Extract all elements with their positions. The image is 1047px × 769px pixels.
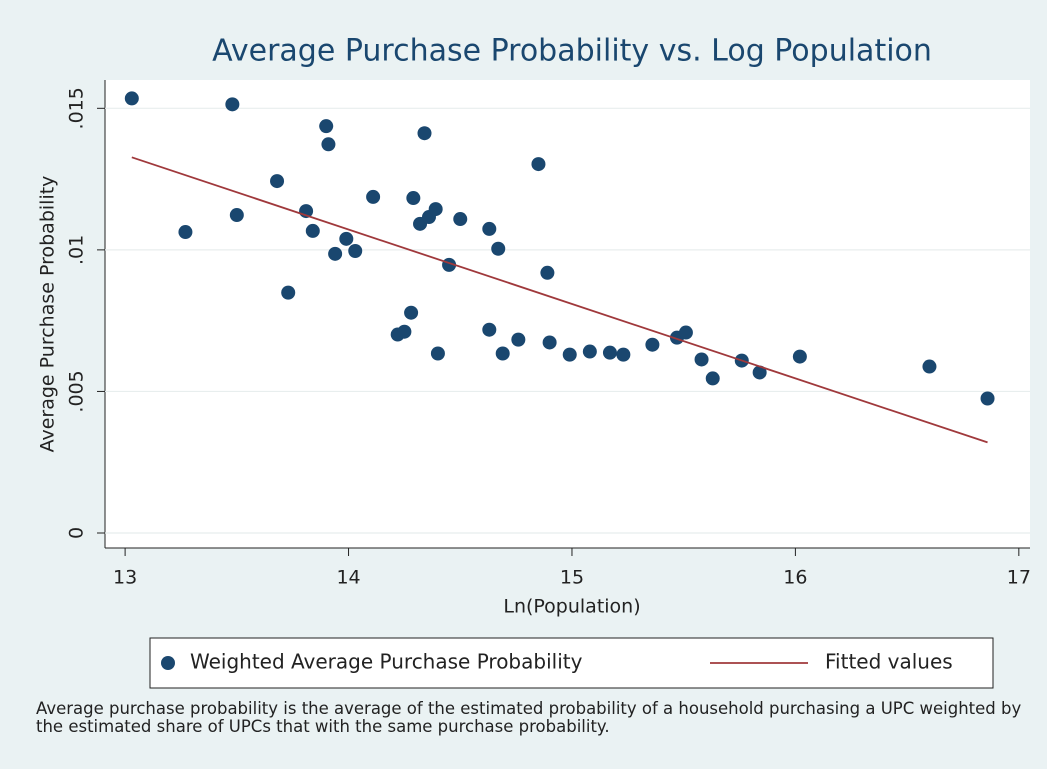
chart-title: Average Purchase Probability vs. Log Pop… bbox=[212, 34, 932, 69]
legend-label: Weighted Average Purchase Probability bbox=[190, 650, 583, 674]
legend-marker bbox=[161, 656, 175, 670]
scatter-point bbox=[406, 191, 421, 206]
scatter-point bbox=[229, 208, 244, 223]
scatter-point bbox=[321, 137, 336, 152]
x-tick-label: 15 bbox=[560, 567, 584, 589]
scatter-point bbox=[124, 91, 139, 106]
scatter-point bbox=[482, 322, 497, 337]
scatter-point bbox=[305, 223, 320, 238]
scatter-point bbox=[792, 349, 807, 364]
x-tick-label: 14 bbox=[336, 567, 360, 589]
scatter-point bbox=[328, 246, 343, 261]
scatter-point bbox=[178, 225, 193, 240]
scatter-point bbox=[694, 352, 709, 367]
y-tick-label: .015 bbox=[66, 87, 88, 129]
scatter-point bbox=[542, 335, 557, 350]
scatter-point bbox=[922, 359, 937, 374]
scatter-point bbox=[430, 346, 445, 361]
y-tick-label: 0 bbox=[66, 527, 88, 539]
scatter-point bbox=[602, 345, 617, 360]
note: Average purchase probability is the aver… bbox=[36, 699, 1022, 736]
scatter-point bbox=[645, 337, 660, 352]
fit-line bbox=[131, 156, 988, 444]
scatter-point bbox=[270, 174, 285, 189]
scatter-point bbox=[616, 347, 631, 362]
scatter-point bbox=[980, 391, 995, 406]
x-tick-label: 17 bbox=[1007, 567, 1031, 589]
x-tick-label: 13 bbox=[113, 567, 137, 589]
scatter-point bbox=[678, 325, 693, 340]
scatter-point bbox=[495, 346, 510, 361]
scatter-point bbox=[339, 231, 354, 246]
scatter-point bbox=[428, 202, 443, 217]
y-tick-label: .01 bbox=[66, 235, 88, 265]
scatter-point bbox=[705, 371, 720, 386]
x-axis-label: Ln(Population) bbox=[503, 596, 640, 618]
scatter-point bbox=[562, 347, 577, 362]
scatter-point bbox=[225, 97, 240, 112]
scatter-point bbox=[397, 324, 412, 339]
scatter-point bbox=[531, 157, 546, 172]
scatter-point bbox=[491, 241, 506, 256]
scatter-point bbox=[540, 265, 555, 280]
scatter-point bbox=[453, 212, 468, 227]
scatter-point bbox=[482, 221, 497, 236]
scatter-point bbox=[348, 244, 363, 259]
scatter-point bbox=[582, 344, 597, 359]
chart: Average Purchase Probability vs. Log Pop… bbox=[37, 34, 1031, 689]
scatter-point bbox=[404, 305, 419, 320]
plot-area bbox=[105, 80, 1030, 548]
scatter-point bbox=[417, 126, 432, 141]
scatter-point bbox=[511, 332, 526, 347]
scatter-point bbox=[752, 365, 767, 380]
scatter-point bbox=[281, 285, 296, 300]
x-tick-label: 16 bbox=[783, 567, 807, 589]
legend-box bbox=[149, 637, 994, 689]
y-tick-label: .005 bbox=[66, 370, 88, 412]
legend-label: Fitted values bbox=[825, 650, 953, 674]
scatter-point bbox=[366, 189, 381, 204]
scatter-point bbox=[319, 119, 334, 134]
y-axis-label: Average Purchase Probability bbox=[37, 176, 59, 453]
